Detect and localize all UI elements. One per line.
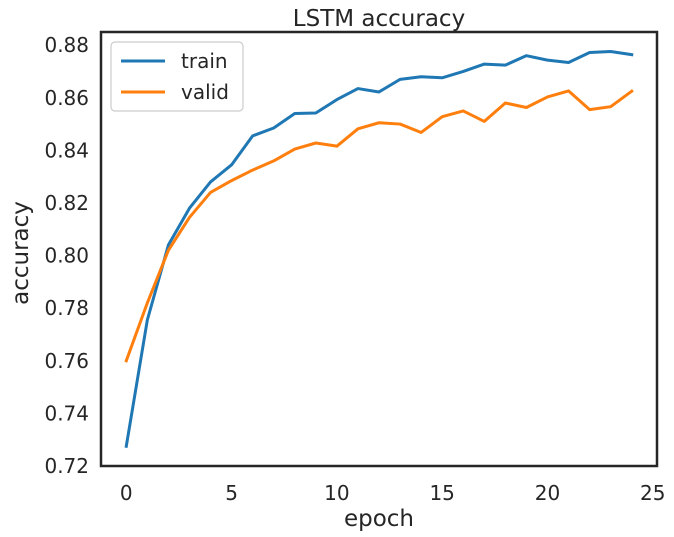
y-tick-label: 0.72 — [44, 454, 89, 478]
y-tick-label: 0.88 — [44, 33, 89, 57]
legend-label-valid: valid — [181, 80, 229, 104]
x-tick-label: 25 — [640, 481, 665, 505]
y-tick-label: 0.80 — [44, 244, 89, 268]
x-tick-label: 15 — [429, 481, 454, 505]
plot-area: 0 5 10 15 20 25 0.72 0.74 0.76 0.78 0.80 0.82 0.84 0.… — [44, 30, 666, 505]
axes-frame — [99, 30, 659, 468]
y-tick-label: 0.86 — [44, 86, 89, 110]
x-tick-label: 5 — [225, 481, 238, 505]
x-axis-label: epoch — [344, 506, 414, 532]
y-tick-label: 0.82 — [44, 191, 89, 215]
x-tick-label: 0 — [120, 481, 133, 505]
series-line-valid — [124, 89, 634, 363]
y-tick-label: 0.74 — [44, 401, 89, 425]
y-tick-label: 0.76 — [44, 349, 89, 373]
chart-title: LSTM accuracy — [293, 6, 465, 32]
legend-box — [110, 41, 244, 112]
series-line-train — [124, 49, 634, 448]
y-tick-label: 0.78 — [44, 296, 89, 320]
x-tick-label: 10 — [324, 481, 349, 505]
y-tick-label: 0.84 — [44, 138, 89, 162]
y-axis-label: accuracy — [8, 201, 34, 305]
legend-label-train: train — [181, 49, 228, 73]
x-tick-label: 20 — [535, 481, 560, 505]
